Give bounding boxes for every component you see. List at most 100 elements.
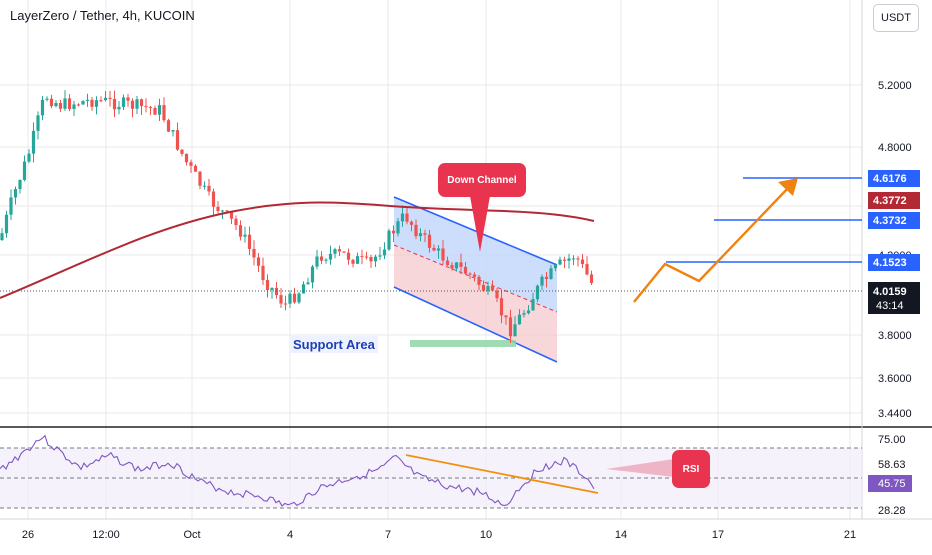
candle-body — [166, 120, 171, 132]
price-marker-label: 4.3732 — [873, 215, 907, 227]
candle-body — [315, 256, 319, 267]
candle-body — [193, 165, 198, 172]
candle-body — [324, 259, 328, 261]
down-channel-pointer — [470, 196, 490, 252]
rsi-value-marker — [868, 475, 912, 492]
candle-body — [180, 149, 184, 154]
candle-body — [567, 258, 571, 261]
candle-body — [328, 253, 333, 260]
candle-body — [387, 230, 391, 250]
candle-body — [558, 259, 562, 265]
candle-body — [175, 130, 180, 150]
candle-body — [58, 102, 63, 109]
price-marker-43772 — [868, 192, 920, 209]
rsi-axis[interactable]: 75.00 58.63 28.28 — [878, 434, 906, 517]
candle-body — [13, 189, 18, 198]
candle-body — [198, 171, 202, 186]
channel-midline — [393, 244, 558, 313]
candle-body — [135, 99, 139, 109]
rsi-callout[interactable]: RSI — [672, 450, 710, 488]
candle-body — [495, 290, 499, 299]
time-tick: 7 — [385, 529, 391, 541]
candle-body — [535, 285, 540, 300]
price-marker-46176 — [868, 170, 920, 187]
candle-body — [486, 286, 490, 291]
candle-body — [477, 276, 481, 285]
candle-body — [121, 97, 126, 107]
candle-body — [72, 104, 76, 110]
candle-body — [184, 153, 189, 163]
time-axis[interactable]: 26 12:00 Oct 4 7 10 14 17 21 — [22, 529, 856, 541]
time-tick: 12:00 — [92, 529, 120, 541]
candle-body — [450, 265, 454, 269]
candle-body — [202, 185, 207, 187]
price-tick: 3.6000 — [878, 373, 912, 385]
candle-body — [94, 100, 99, 107]
candle-body — [562, 259, 567, 261]
candle-body — [378, 255, 382, 257]
candle-body — [310, 266, 315, 283]
symbol-title[interactable]: LayerZero / Tether, 4h, KUCOIN — [10, 8, 195, 23]
support-area-label[interactable]: Support Area — [290, 336, 378, 353]
candle-body — [85, 99, 90, 102]
candle-body — [103, 97, 108, 101]
candle-body — [382, 249, 387, 256]
candle-body — [454, 262, 459, 269]
candle-body — [18, 179, 22, 190]
candle-body — [472, 274, 477, 277]
candle-body — [274, 287, 279, 296]
candle-body — [81, 101, 85, 105]
candle-body — [297, 293, 301, 303]
candle-body — [40, 99, 45, 116]
price-marker-41523 — [868, 254, 920, 271]
candle-body — [427, 234, 432, 248]
candle-body — [229, 211, 234, 219]
candle-body — [90, 99, 94, 107]
candle-body — [0, 233, 4, 240]
currency-button[interactable]: USDT — [873, 4, 919, 32]
candle-body — [153, 107, 157, 115]
rsi-tick: 28.28 — [878, 505, 906, 517]
support-area-box[interactable] — [410, 340, 516, 347]
candle-body — [522, 313, 526, 315]
candlestick-series — [0, 90, 594, 344]
channel-lower-line[interactable] — [393, 286, 558, 363]
candle-body — [252, 248, 256, 258]
candle-body — [189, 162, 193, 166]
candle-body — [76, 104, 81, 106]
price-tick: 5.2000 — [878, 80, 912, 92]
candle-body — [355, 256, 360, 264]
candle-body — [544, 276, 549, 279]
price-marker-43732 — [868, 212, 920, 229]
candle-body — [351, 259, 355, 264]
candle-body — [112, 98, 117, 110]
time-tick: 17 — [712, 529, 724, 541]
candle-body — [369, 257, 373, 262]
candle-body — [288, 293, 292, 304]
candle-body — [31, 130, 36, 154]
down-channel-callout[interactable]: Down Channel — [438, 163, 526, 197]
candle-body — [45, 98, 49, 100]
price-axis[interactable]: 5.2000 4.8000 4.2000 3.8000 3.6000 3.440… — [878, 80, 912, 420]
candle-body — [553, 264, 558, 269]
candle-body — [319, 256, 324, 261]
candle-body — [261, 265, 265, 281]
candle-body — [418, 233, 423, 237]
rsi-divergence-line[interactable] — [405, 454, 599, 494]
candle-body — [162, 105, 166, 121]
price-tick: 4.8000 — [878, 142, 912, 154]
candle-body — [256, 257, 261, 266]
candle-body — [405, 213, 409, 222]
candle-body — [400, 213, 405, 222]
candle-body — [526, 310, 531, 314]
projection-path[interactable] — [633, 185, 791, 303]
candle-body — [63, 98, 67, 109]
price-marker-label: 4.1523 — [873, 257, 907, 269]
last-price-marker — [868, 282, 920, 314]
candle-body — [4, 214, 9, 234]
candle-body — [279, 295, 283, 304]
candle-body — [225, 210, 229, 212]
candle-body — [337, 249, 342, 252]
